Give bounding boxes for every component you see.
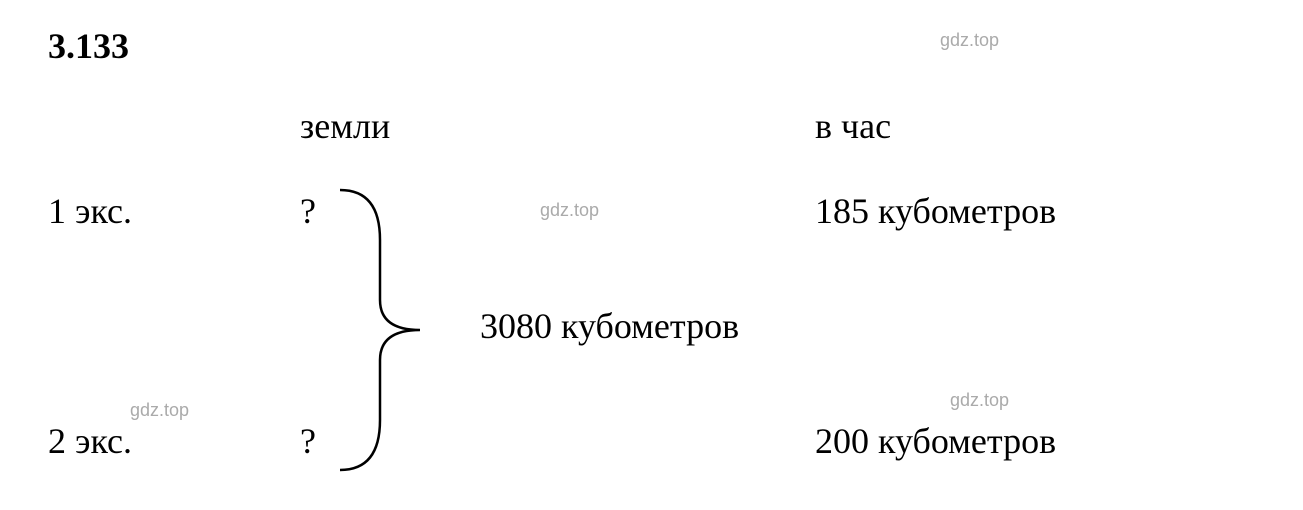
row2-label: 2 экс. bbox=[48, 420, 132, 462]
row1-label: 1 экс. bbox=[48, 190, 132, 232]
row2-value: 200 кубометров bbox=[815, 420, 1056, 462]
header-earth-label: земли bbox=[300, 105, 390, 147]
row1-value: 185 кубометров bbox=[815, 190, 1056, 232]
brace-icon bbox=[330, 180, 450, 480]
row1-question-mark: ? bbox=[300, 190, 316, 232]
watermark: gdz.top bbox=[540, 200, 599, 221]
header-row: земли в час bbox=[0, 105, 1303, 160]
watermark: gdz.top bbox=[130, 400, 189, 421]
watermark: gdz.top bbox=[950, 390, 1009, 411]
combined-value: 3080 кубометров bbox=[480, 305, 739, 347]
header-hour-label: в час bbox=[815, 105, 891, 147]
watermark: gdz.top bbox=[940, 30, 999, 51]
row2-question-mark: ? bbox=[300, 420, 316, 462]
page-title: 3.133 bbox=[48, 25, 129, 67]
